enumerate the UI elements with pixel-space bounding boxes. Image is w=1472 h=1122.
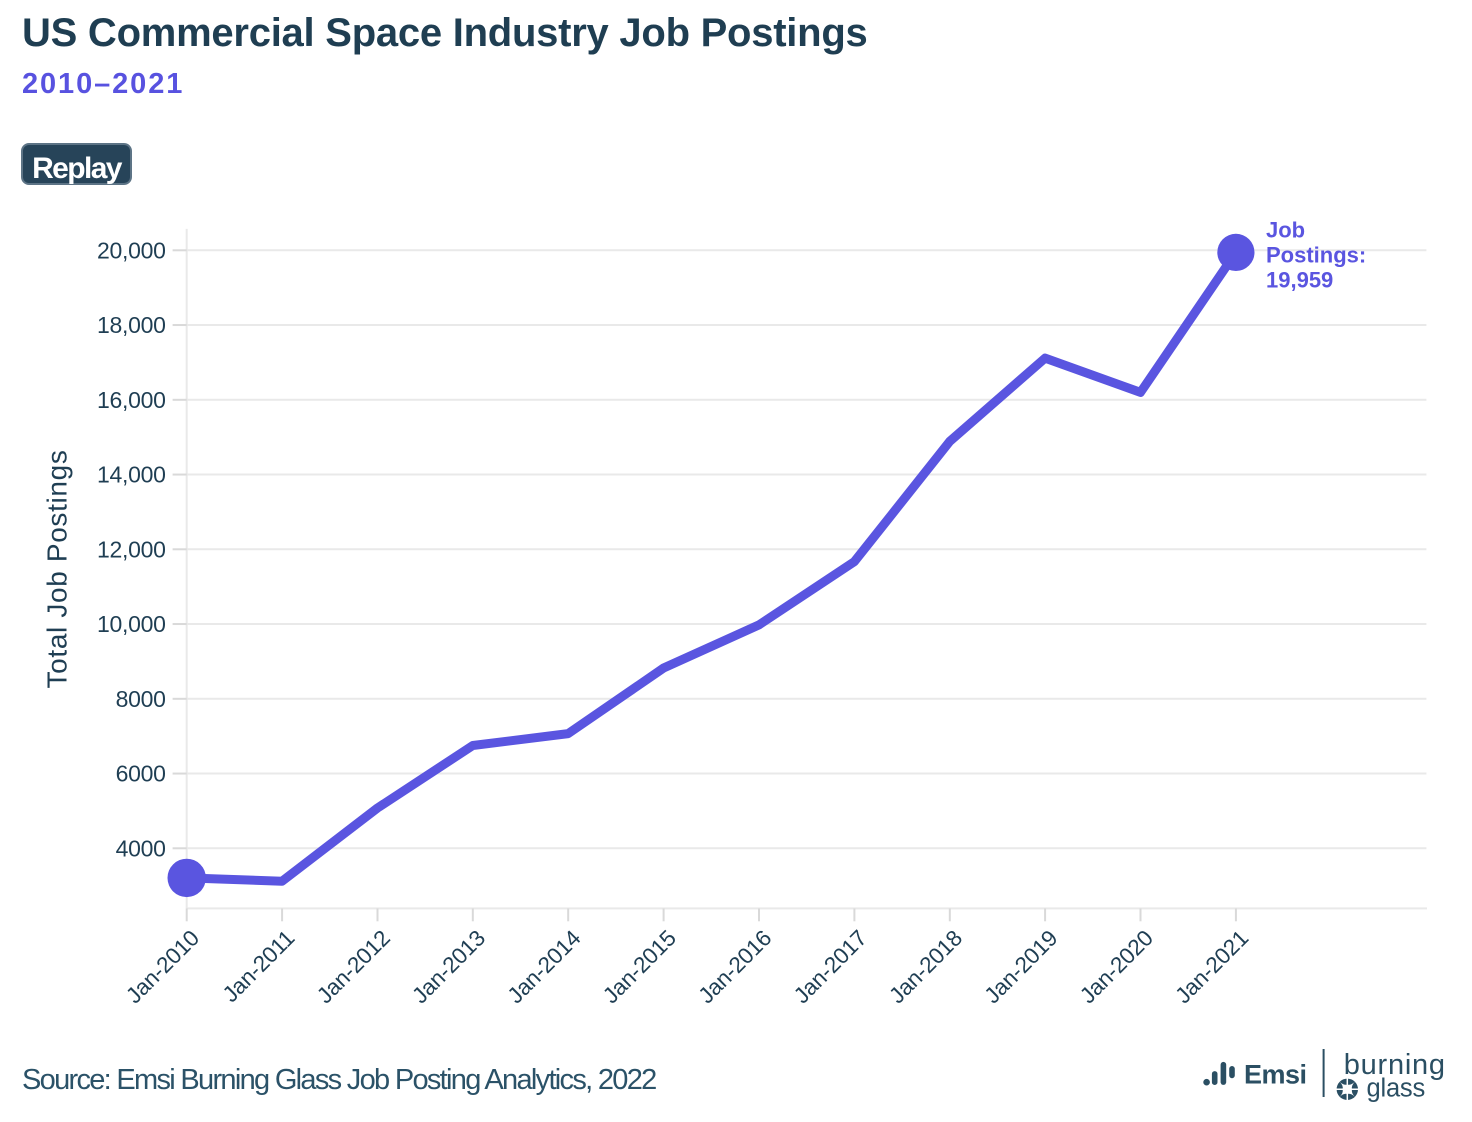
svg-text:Postings:: Postings: — [1266, 243, 1366, 268]
svg-text:Jan-2014: Jan-2014 — [503, 925, 586, 1008]
svg-text:12,000: 12,000 — [97, 536, 166, 562]
svg-text:Jan-2015: Jan-2015 — [598, 925, 681, 1008]
svg-text:14,000: 14,000 — [97, 462, 166, 488]
svg-text:Jan-2017: Jan-2017 — [789, 925, 872, 1008]
svg-text:Jan-2016: Jan-2016 — [693, 925, 776, 1008]
svg-text:burning: burning — [1344, 1049, 1446, 1081]
svg-text:Jan-2011: Jan-2011 — [218, 925, 300, 1007]
svg-text:Total Job Postings: Total Job Postings — [42, 450, 73, 689]
svg-text:4000: 4000 — [116, 835, 166, 861]
svg-text:Jan-2019: Jan-2019 — [980, 925, 1063, 1008]
svg-text:18,000: 18,000 — [97, 312, 166, 338]
svg-text:Jan-2020: Jan-2020 — [1075, 925, 1158, 1008]
svg-text:Jan-2013: Jan-2013 — [407, 925, 490, 1008]
svg-text:6000: 6000 — [116, 761, 166, 787]
svg-text:glass: glass — [1367, 1074, 1426, 1102]
svg-text:16,000: 16,000 — [97, 387, 166, 413]
svg-text:Jan-2010: Jan-2010 — [121, 925, 204, 1008]
svg-text:Jan-2012: Jan-2012 — [312, 925, 395, 1008]
svg-text:Jan-2021: Jan-2021 — [1170, 925, 1253, 1008]
svg-text:20,000: 20,000 — [97, 237, 166, 263]
svg-text:10,000: 10,000 — [97, 611, 166, 637]
svg-text:Emsi: Emsi — [1244, 1059, 1307, 1089]
svg-text:19,959: 19,959 — [1266, 268, 1333, 293]
svg-text:8000: 8000 — [116, 686, 166, 712]
svg-text:Job: Job — [1266, 218, 1305, 243]
svg-text:Jan-2018: Jan-2018 — [884, 925, 967, 1008]
